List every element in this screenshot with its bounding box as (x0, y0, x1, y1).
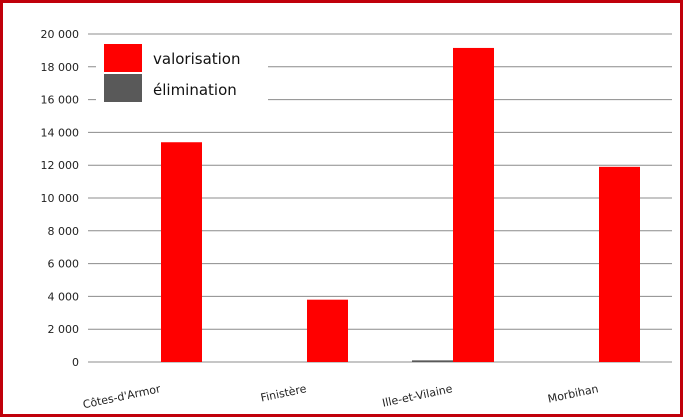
y-tick-label: 8 000 (48, 225, 80, 238)
bar-valorisation (599, 166, 640, 362)
y-tick-label: 6 000 (48, 258, 80, 271)
bar-valorisation (161, 142, 202, 362)
y-tick-label: 16 000 (41, 94, 80, 107)
x-tick-label: Ille-et-Vilaine (381, 382, 454, 410)
y-tick-label: 12 000 (41, 159, 80, 172)
y-tick-label: 10 000 (41, 192, 80, 205)
bar-valorisation (307, 299, 348, 362)
legend-label-elimination: élimination (153, 81, 237, 99)
y-tick-label: 20 000 (41, 28, 80, 41)
legend-swatch-valorisation (104, 44, 142, 72)
legend-swatch-elimination (104, 74, 142, 102)
bar-elimination (412, 360, 453, 362)
x-tick-label: Côtes-d'Armor (82, 382, 162, 411)
legend: valorisation élimination (96, 42, 268, 104)
legend-label-valorisation: valorisation (153, 50, 241, 68)
y-axis: 0 2 000 4 000 6 000 8 000 10 000 12 000 14 000 1… (41, 28, 80, 369)
bars (161, 47, 640, 362)
bar-valorisation (453, 47, 494, 362)
y-tick-label: 4 000 (48, 290, 80, 303)
x-axis: Côtes-d'Armor Finistère Ille-et-Vilaine Mor… (82, 382, 600, 411)
y-tick-label: 2 000 (48, 323, 80, 336)
y-tick-label: 18 000 (41, 61, 80, 74)
x-tick-label: Morbihan (547, 382, 600, 405)
y-tick-label: 0 (72, 356, 79, 369)
x-tick-label: Finistère (259, 382, 307, 404)
y-tick-label: 14 000 (41, 126, 80, 139)
